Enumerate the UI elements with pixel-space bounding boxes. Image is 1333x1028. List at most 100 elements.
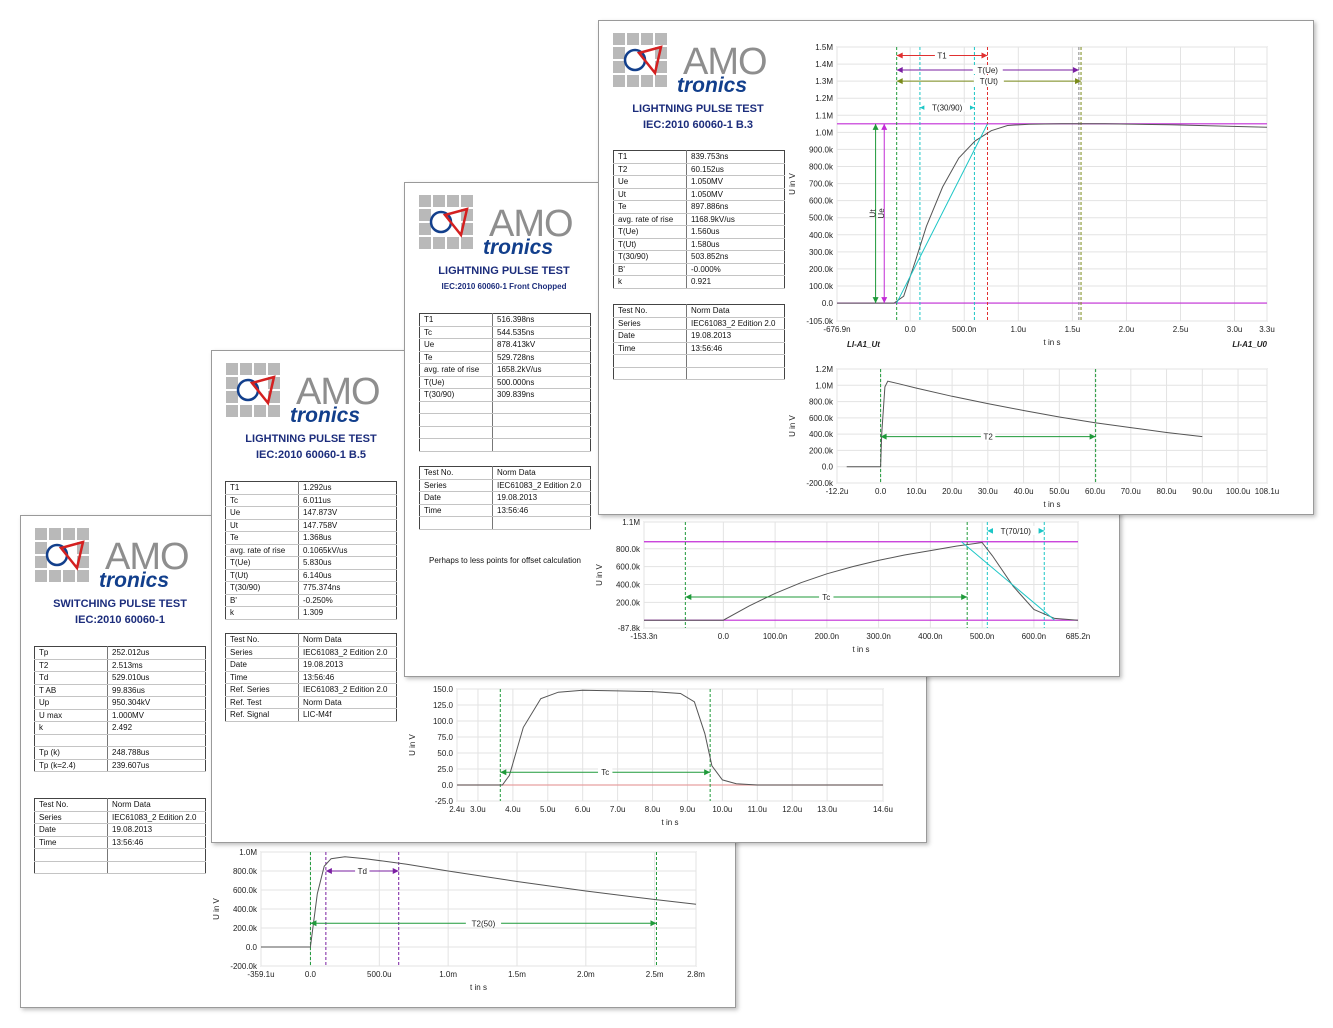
param-label: Date (34, 823, 108, 837)
table-row: Td 529.010us (34, 671, 206, 685)
y-tick-label: 800.0k (809, 398, 834, 407)
x-tick-label: 2.0u (1119, 325, 1135, 334)
marker-label-bg (980, 431, 996, 441)
y-tick-label: -200.0k (806, 479, 834, 488)
table-row: Tp (k) 248.788us (34, 746, 206, 760)
marker-label: T(Ue) (978, 66, 999, 75)
y-tick-label: 800.0k (809, 163, 834, 172)
x-tick-label: 0.0 (305, 970, 317, 979)
param-label: Ue (419, 338, 493, 352)
chopped-impulse-chart: -153.3n 0.0 100.0n 200.0n 300.0n 400.0n 500.0n… (595, 518, 1090, 654)
param-label: Series (34, 811, 108, 824)
y-tick-label: 1.1M (622, 518, 640, 527)
table-row: Test No. Norm Data (34, 798, 206, 812)
x-tick-label: 5.0u (540, 805, 556, 814)
y-tick-label: 1.2M (815, 365, 833, 374)
param-label (419, 401, 493, 414)
arrow-head (872, 123, 879, 130)
param-value: 897.886ns (686, 200, 785, 214)
x-tick-label: 9.0u (680, 805, 696, 814)
marker-label-bg (819, 591, 834, 601)
table-row: B' -0.000% (613, 263, 785, 276)
table-row: k 1.309 (225, 606, 397, 620)
table-row: U max 1.000MV (34, 709, 206, 722)
param-label (34, 734, 108, 747)
param-value: 1168.9kV/us (686, 213, 785, 226)
param-label: Time (225, 671, 299, 684)
param-label: B' (225, 594, 299, 607)
marker-label: Ut (869, 209, 878, 218)
y-tick-label: 100.0k (809, 282, 834, 291)
arrow-head (881, 123, 888, 130)
parameter-table: Tp 252.012us T2 2.513ms Td 529.010us T AB 99.83… (34, 646, 206, 772)
table-row: k 2.492 (34, 721, 206, 735)
table-row: Ut 1.050MV (613, 188, 785, 201)
param-value: 13:56:46 (107, 836, 206, 849)
param-label: T(Ut) (613, 238, 687, 251)
param-label: T2 (34, 659, 108, 672)
table-row: avg. rate of rise 1658.2kV/us (419, 363, 591, 377)
arrow-head (872, 297, 879, 304)
x-tick-label: 60.0u (1085, 487, 1105, 496)
waveform-line (261, 856, 697, 948)
table-row (419, 401, 591, 414)
param-label (613, 354, 687, 368)
table-row: T1 1.292us (225, 481, 397, 495)
param-value: 13:56:46 (686, 342, 785, 355)
amotronics-logo-icon (613, 33, 667, 87)
amotronics-logo-icon (35, 528, 89, 582)
param-value: 13:56:46 (298, 671, 397, 684)
y-tick-label: 50.0 (437, 749, 453, 758)
param-value: 6.140us (298, 569, 397, 582)
param-value: 544.535ns (492, 326, 591, 339)
y-axis-label: U in V (595, 563, 604, 585)
param-label: T AB (34, 684, 108, 697)
table-row: Series IEC61083_2 Edition 2.0 (225, 646, 397, 659)
x-tick-label: 500.0n (970, 632, 994, 641)
y-tick-label: 1.4M (815, 60, 833, 69)
param-label (419, 516, 493, 530)
param-label: Te (613, 200, 687, 214)
param-value: 0.1065kV/us (298, 544, 397, 557)
param-label: k (225, 606, 299, 620)
x-tick-label: 685.2n (1066, 632, 1090, 641)
arrow-head (896, 52, 903, 59)
table-row: Time 13:56:46 (225, 671, 397, 684)
table-row: Ref. Signal LIC-M4f (225, 708, 397, 722)
marker-label-bg (598, 767, 613, 777)
param-value: 252.012us (107, 646, 206, 660)
waveform-line (846, 380, 1203, 468)
y-tick-label: 900.0k (809, 145, 834, 154)
param-value: IEC61083_2 Edition 2.0 (298, 646, 397, 659)
plot-area (836, 368, 1268, 484)
y-tick-label: 1.5M (815, 43, 833, 52)
param-label: T(Ue) (613, 225, 687, 239)
info-table: Test No. Norm Data Series IEC61083_2 Editio… (613, 304, 785, 380)
table-row: Date 19.08.2013 (34, 823, 206, 837)
table-row: k 0.921 (613, 275, 785, 289)
arrow-head (987, 527, 994, 534)
legend-right: LI-A1_U0 (1232, 340, 1267, 349)
marker-label: T2 (983, 433, 993, 442)
table-row: T2 60.152us (613, 163, 785, 176)
table-row: Te 1.368us (225, 531, 397, 545)
y-tick-label: 100.0 (433, 717, 454, 726)
param-label: Ref. Test (225, 696, 299, 709)
x-tick-label: 100.0n (763, 632, 787, 641)
table-row (419, 438, 591, 452)
param-value: Norm Data (492, 466, 591, 480)
arrow-head (881, 297, 888, 304)
arrow-head (650, 920, 657, 927)
table-row (419, 516, 591, 530)
param-label: Te (419, 351, 493, 364)
table-row: T(30/90) 775.374ns (225, 581, 397, 595)
x-tick-label: 1.5m (508, 970, 526, 979)
x-tick-label: 12.0u (782, 805, 802, 814)
arrow-head (325, 868, 332, 874)
param-label: T1 (225, 481, 299, 495)
param-label: Up (34, 696, 108, 710)
y-axis-label: U in V (212, 897, 221, 919)
param-label: Date (419, 491, 493, 505)
param-label (419, 413, 493, 427)
param-label: Tp (k=2.4) (34, 759, 108, 772)
